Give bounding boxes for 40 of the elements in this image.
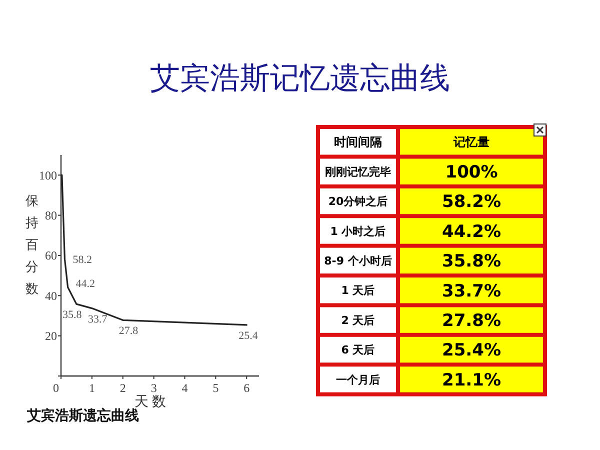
text: 100%	[445, 162, 498, 182]
data-label: 44.2	[76, 278, 96, 290]
category-label: 8-9 个小时后	[324, 254, 392, 268]
x-tick-label: 1	[88, 381, 95, 395]
text: 44.2%	[442, 222, 501, 242]
text: 时间间隔	[334, 135, 382, 150]
data-label: 35.8	[62, 309, 82, 322]
category-label: 2 天后	[341, 314, 375, 327]
text: 35.8%	[442, 252, 501, 272]
data-label: 25.4	[238, 330, 258, 342]
x-tick-label: 3	[150, 381, 157, 395]
data-label: 33.7	[88, 313, 108, 326]
x-axis-title: 天 数	[134, 394, 166, 410]
y-tick-label: 60	[45, 248, 57, 263]
y-tick-label: 80	[45, 208, 57, 222]
x-tick-label: 4	[182, 381, 188, 395]
y-tick-label: 20	[45, 329, 57, 344]
category-label: 一个月后	[336, 373, 380, 386]
text: 58.2%	[442, 192, 501, 212]
data-label: 27.8	[118, 325, 139, 338]
text: 27.8%	[442, 311, 501, 331]
text: 记忆量	[452, 135, 490, 150]
text: 25.4%	[442, 340, 501, 361]
x-tick-label: 5	[212, 381, 219, 395]
y-axis-title: 保持百分数	[26, 193, 38, 296]
category-label: 1 天后	[341, 284, 375, 298]
x-tick-label: 6	[244, 381, 250, 395]
y-tick-label: 100	[39, 168, 57, 182]
category-label: 6 天后	[341, 344, 375, 357]
x-tick-label: 2	[120, 381, 126, 395]
chart-title: 艾宾浩斯记忆遗忘曲线	[150, 62, 450, 95]
text: 艾宾浩斯遗忘曲线	[26, 407, 139, 424]
category-label: 20分钟之后	[328, 195, 388, 208]
category-label: 1 小时之后	[330, 224, 386, 238]
text: 33.7%	[442, 281, 501, 302]
data-label: 58.2	[72, 254, 92, 266]
y-tick-label: 40	[45, 288, 57, 303]
text: 21.1%	[442, 370, 501, 390]
x-tick-label: 0	[53, 381, 59, 395]
category-label: 刚刚记忆完毕	[325, 165, 391, 178]
